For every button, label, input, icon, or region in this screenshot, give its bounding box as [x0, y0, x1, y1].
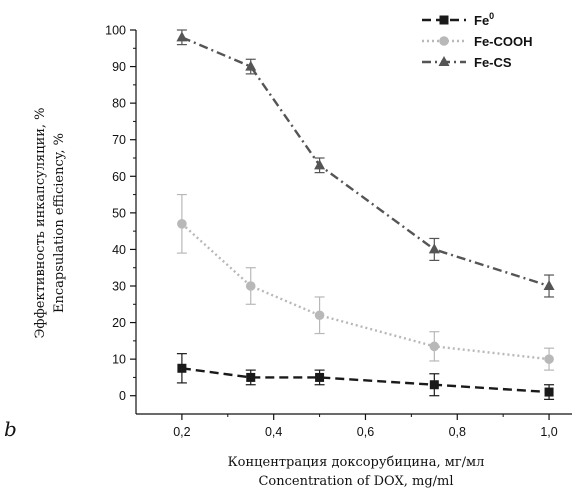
data-point [246, 372, 256, 382]
x-tick-label: 0,6 [357, 425, 374, 439]
series-fe [176, 353, 555, 400]
legend-marker [439, 15, 449, 25]
x-tick-label: 0,2 [173, 425, 190, 439]
y-tick-label: 50 [112, 206, 126, 220]
legend-label-text: Fe-COOH [474, 34, 533, 49]
y-tick-label: 0 [119, 389, 126, 403]
axes [135, 30, 572, 415]
x-axis-label-en: Concentration of DOX, mg/ml [258, 474, 453, 489]
y-tick-label: 30 [112, 280, 126, 294]
series-line [181, 36, 550, 288]
data-point [177, 363, 187, 373]
legend-item: Fe0 [422, 11, 494, 28]
series-fe-cooh [176, 193, 555, 371]
data-point [245, 60, 257, 71]
panel-label: b [4, 417, 17, 441]
data-point [314, 310, 325, 321]
legend-label: Fe-COOH [474, 34, 533, 49]
x-tick-label: 1,0 [540, 425, 557, 439]
legend-item: Fe-COOH [422, 34, 533, 49]
legend-label-text: Fe [474, 13, 489, 28]
data-point [543, 280, 555, 290]
legend-label: Fe-CS [474, 55, 512, 70]
ticks: 0,2 0,4 0,6 0,8 1,0 0 10 20 30 40 50 60 70 80 90 100 [105, 24, 558, 440]
y-tick-label: 40 [112, 243, 126, 257]
data-point [314, 159, 326, 170]
y-tick-label: 10 [112, 353, 126, 367]
x-tick-label: 0,4 [265, 425, 282, 439]
series-layer [176, 29, 555, 400]
y-axis-label-ru: Эффективность инкапсуляции, % [33, 107, 48, 338]
series-line [181, 367, 550, 394]
legend-item: Fe-CS [422, 55, 512, 70]
data-point [428, 243, 440, 254]
x-axis-label-ru: Концентрация доксорубицина, мг/мл [228, 455, 485, 470]
legend-label-superscript: 0 [489, 11, 494, 21]
y-axis-label-en: Encapsulation efficiency, % [52, 133, 67, 313]
y-tick-label: 100 [105, 24, 126, 38]
legend-label: Fe0 [474, 11, 494, 28]
data-point [544, 354, 554, 364]
legend-marker [438, 56, 450, 66]
data-point [177, 219, 187, 229]
legend-label-text: Fe-CS [474, 55, 512, 70]
x-tick-label: 0,8 [449, 425, 466, 439]
y-tick-label: 20 [112, 316, 126, 330]
data-point [315, 372, 325, 382]
legend: Fe0 Fe-COOH Fe-CS [422, 11, 533, 70]
data-point [429, 341, 440, 352]
y-tick-label: 90 [112, 60, 126, 74]
y-tick-label: 80 [112, 97, 126, 111]
y-tick-label: 70 [112, 133, 126, 147]
legend-marker [439, 36, 449, 46]
data-point [429, 380, 439, 390]
series-line [181, 222, 550, 361]
data-point [176, 31, 188, 42]
data-point [544, 387, 554, 397]
y-tick-label: 60 [112, 170, 126, 184]
data-point [245, 281, 256, 291]
series-fe-cs [176, 29, 555, 298]
